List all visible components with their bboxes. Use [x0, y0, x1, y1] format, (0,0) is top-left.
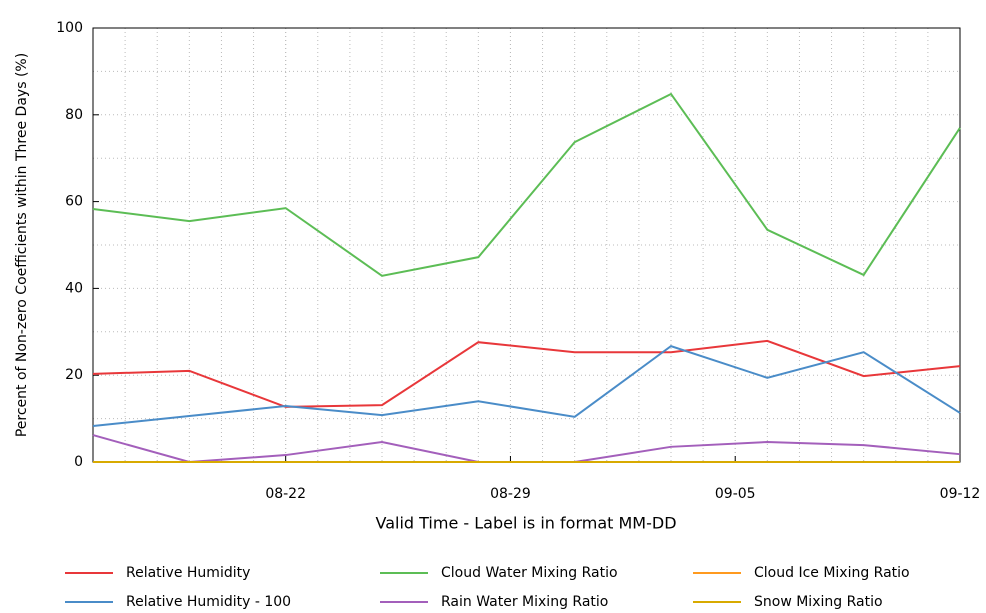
y-tick-label: 80 — [65, 107, 83, 123]
x-tick-label: 08-29 — [490, 486, 531, 502]
legend-label: Cloud Ice Mixing Ratio — [754, 565, 910, 581]
x-tick-label: 09-05 — [715, 486, 756, 502]
legend-label: Relative Humidity - 100 — [126, 594, 291, 610]
series-line — [92, 339, 961, 408]
series-line — [92, 345, 961, 427]
y-axis-label: Percent of Non-zero Coefficients within … — [14, 53, 30, 437]
legend-label: Snow Mixing Ratio — [754, 594, 883, 610]
x-tick-label: 09-12 — [940, 486, 981, 502]
x-tick-label: 08-22 — [265, 486, 306, 502]
y-tick-label: 40 — [65, 280, 83, 296]
y-tick-label: 0 — [74, 454, 83, 470]
x-axis-label: Valid Time - Label is in format MM-DD — [375, 514, 676, 533]
series-line — [92, 434, 961, 464]
legend-label: Relative Humidity — [126, 565, 250, 581]
legend-label: Cloud Water Mixing Ratio — [441, 565, 618, 581]
legend-label: Rain Water Mixing Ratio — [441, 594, 608, 610]
y-tick-label: 60 — [65, 194, 83, 210]
y-tick-label: 20 — [65, 367, 83, 383]
y-tick-label: 100 — [56, 20, 83, 36]
series-line — [92, 92, 961, 277]
